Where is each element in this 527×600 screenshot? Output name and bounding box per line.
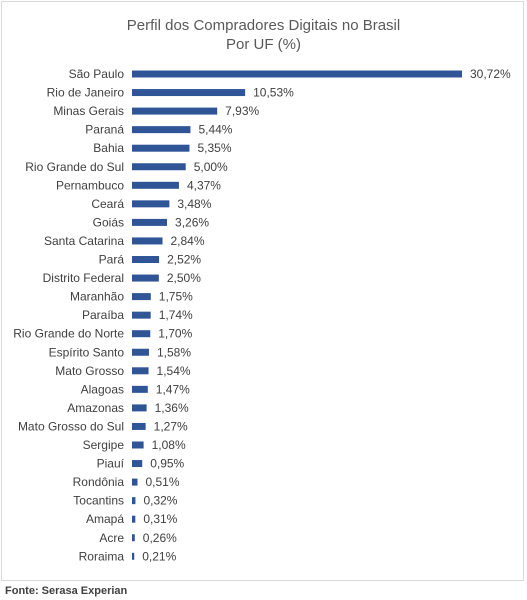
bar <box>132 422 146 430</box>
source-note: Fonte: Serasa Experian <box>5 585 128 597</box>
data-label: 1,08% <box>152 438 186 452</box>
chart-subtitle: Por UF (%) <box>226 36 301 53</box>
bar <box>132 330 151 338</box>
data-label: 1,54% <box>157 364 191 378</box>
data-label: 4,37% <box>187 178 221 192</box>
category-label: Santa Catarina <box>44 234 124 248</box>
category-label: Bahia <box>93 141 124 155</box>
category-label: Tocantins <box>73 494 124 508</box>
bar <box>132 534 135 542</box>
category-label: São Paulo <box>69 67 125 81</box>
bar <box>132 367 149 375</box>
bar <box>132 181 179 189</box>
bar <box>132 144 190 152</box>
data-label: 30,72% <box>470 67 511 81</box>
category-label: Rio Grande do Sul <box>25 160 124 174</box>
data-label: 3,48% <box>177 197 211 211</box>
data-label: 2,52% <box>167 253 201 267</box>
category-label: Mato Grosso do Sul <box>18 419 124 433</box>
data-label: 1,74% <box>159 308 193 322</box>
bar <box>132 348 149 356</box>
data-label: 2,84% <box>171 234 205 248</box>
bar <box>132 552 135 560</box>
category-label: Rio de Janeiro <box>47 86 125 100</box>
category-label: Roraima <box>79 549 125 563</box>
chart-title: Perfil dos Compradores Digitais no Brasi… <box>126 17 401 34</box>
category-label: Paraná <box>85 123 124 137</box>
bar <box>132 126 191 134</box>
bar <box>132 89 246 97</box>
data-label: 1,58% <box>157 345 191 359</box>
bar <box>132 293 151 301</box>
category-label: Mato Grosso <box>55 364 124 378</box>
category-label: Piauí <box>97 457 125 471</box>
data-label: 0,21% <box>142 549 176 563</box>
data-label: 5,35% <box>197 141 231 155</box>
bar <box>132 460 143 468</box>
bar <box>132 515 136 523</box>
bar <box>132 311 151 319</box>
data-label: 3,26% <box>175 215 209 229</box>
data-label: 2,50% <box>167 271 201 285</box>
bar <box>132 70 462 78</box>
category-label: Minas Gerais <box>53 104 124 118</box>
category-label: Maranhão <box>70 290 124 304</box>
data-label: 0,26% <box>143 531 177 545</box>
category-label: Espírito Santo <box>49 345 125 359</box>
category-label: Pernambuco <box>56 178 124 192</box>
category-label: Alagoas <box>81 382 124 396</box>
bar <box>132 107 218 115</box>
data-label: 5,00% <box>194 160 228 174</box>
category-label: Goiás <box>93 215 124 229</box>
bar <box>132 256 160 263</box>
data-label: 5,44% <box>198 123 232 137</box>
data-label: 1,36% <box>155 401 189 415</box>
category-label: Amazonas <box>67 401 124 415</box>
data-label: 0,95% <box>150 457 184 471</box>
data-label: 0,31% <box>143 512 177 526</box>
bar <box>132 404 147 412</box>
bar <box>132 441 144 449</box>
data-label: 10,53% <box>253 86 294 100</box>
category-label: Rio Grande do Norte <box>13 327 124 341</box>
category-label: Paraíba <box>82 308 124 322</box>
chart-frame: Perfil dos Compradores Digitais no Brasi… <box>1 1 524 581</box>
data-label: 0,51% <box>145 475 179 489</box>
bar <box>132 497 136 505</box>
category-label: Acre <box>99 531 124 545</box>
category-label: Pará <box>99 253 125 267</box>
bar <box>132 218 168 226</box>
data-label: 7,93% <box>225 104 259 118</box>
bar <box>132 385 148 393</box>
data-label: 1,27% <box>154 419 188 433</box>
category-label: Ceará <box>91 197 124 211</box>
category-label: Distrito Federal <box>43 271 124 285</box>
data-label: 1,70% <box>158 327 192 341</box>
bar <box>132 237 163 245</box>
category-label: Amapá <box>86 512 124 526</box>
bar <box>132 200 170 208</box>
data-label: 0,32% <box>143 494 177 508</box>
bar <box>132 274 159 282</box>
category-label: Rondônia <box>73 475 125 489</box>
data-label: 1,75% <box>159 290 193 304</box>
bar <box>132 163 186 171</box>
bar <box>132 478 138 486</box>
category-label: Sergipe <box>83 438 125 452</box>
data-label: 1,47% <box>156 382 190 396</box>
